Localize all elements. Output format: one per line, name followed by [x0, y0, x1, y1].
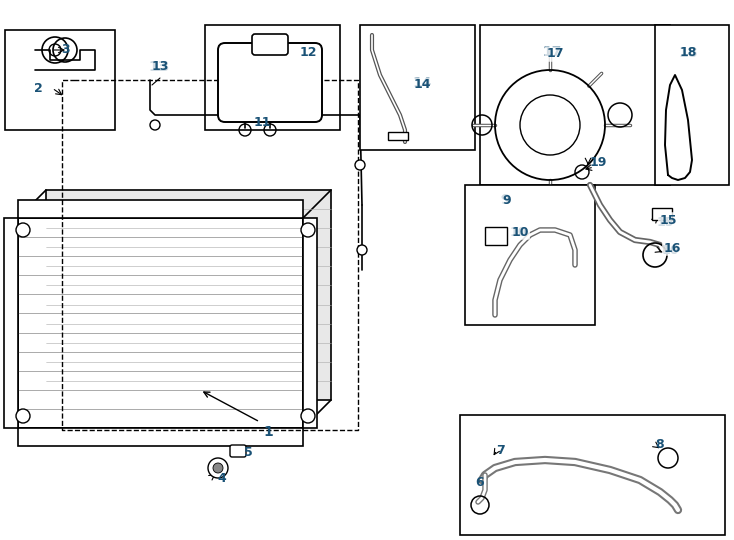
FancyBboxPatch shape [218, 43, 322, 122]
Text: 17: 17 [546, 48, 564, 60]
Text: 6: 6 [476, 476, 484, 489]
Text: 9: 9 [503, 193, 512, 206]
Bar [18, 218, 303, 428]
Bar [465, 185, 595, 325]
Bar [360, 25, 475, 150]
Bar [655, 25, 729, 185]
Circle shape [16, 409, 30, 423]
FancyBboxPatch shape [252, 34, 288, 55]
Text: 9: 9 [500, 193, 510, 207]
Text: 13: 13 [151, 60, 169, 73]
Text: 13: 13 [150, 60, 170, 74]
Circle shape [301, 223, 315, 237]
Text: 7: 7 [495, 443, 504, 456]
Text: 4: 4 [217, 471, 226, 484]
Circle shape [16, 223, 30, 237]
Text: 14: 14 [413, 76, 432, 90]
Text: 17: 17 [542, 45, 562, 59]
Circle shape [150, 120, 160, 130]
Text: 10: 10 [512, 226, 528, 239]
Text: 16: 16 [661, 244, 679, 256]
Text: 15: 15 [656, 215, 674, 228]
Bar [205, 25, 340, 130]
Text: 3: 3 [61, 44, 69, 57]
Bar [18, 200, 303, 218]
Bar [5, 30, 115, 130]
Circle shape [357, 245, 367, 255]
Text: 8: 8 [655, 438, 664, 451]
Text: 10: 10 [509, 226, 527, 239]
Text: 18: 18 [679, 46, 697, 59]
Bar [303, 218, 317, 428]
Circle shape [213, 463, 223, 473]
Bar [460, 415, 725, 535]
Bar [485, 227, 507, 245]
Circle shape [301, 409, 315, 423]
Bar [18, 428, 303, 446]
Text: 14: 14 [413, 78, 431, 91]
Text: 15: 15 [659, 213, 677, 226]
Text: 2: 2 [34, 82, 43, 94]
Bar [4, 218, 18, 428]
Bar [652, 208, 672, 220]
Text: 19: 19 [589, 157, 607, 170]
Text: 12: 12 [299, 46, 317, 59]
Text: 5: 5 [244, 447, 252, 460]
Bar [46, 190, 331, 400]
Bar [388, 132, 408, 140]
Bar [480, 25, 670, 185]
Text: 16: 16 [664, 241, 680, 254]
Circle shape [208, 458, 228, 478]
Text: 13: 13 [148, 60, 167, 74]
Text: 18: 18 [678, 46, 698, 60]
FancyBboxPatch shape [230, 445, 246, 457]
Circle shape [355, 160, 365, 170]
Text: 1: 1 [263, 425, 273, 439]
Text: 11: 11 [253, 116, 271, 129]
